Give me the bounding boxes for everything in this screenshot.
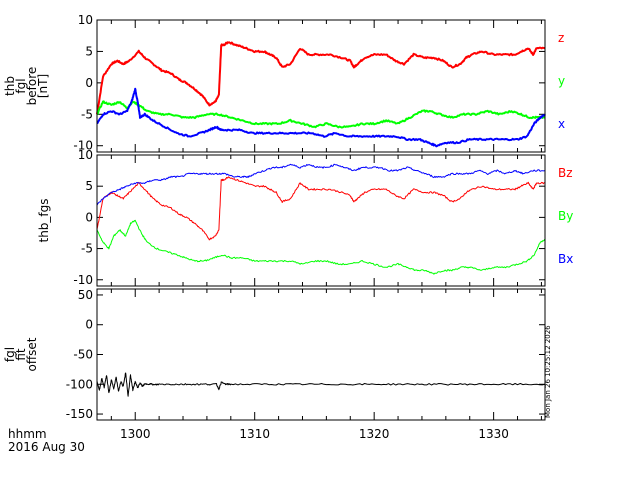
legend-y: y	[558, 74, 565, 88]
y-tick-label: -5	[81, 242, 93, 256]
series-offset-line	[96, 372, 546, 397]
legend-By: By	[558, 209, 573, 223]
y-axis-label: [nT]	[36, 74, 50, 98]
series-y-line	[96, 100, 546, 129]
y-axis-label: offset	[25, 337, 39, 371]
legend-x: x	[558, 117, 565, 131]
x-tick-label: 1330	[478, 427, 509, 441]
series-Bz-line	[96, 176, 546, 241]
panel-3: 50 0 -50 -100 -150 1300 1310 1320 1330 fglfitoffs…	[3, 288, 546, 441]
y-tick-label: -100	[66, 377, 93, 391]
y-axis-label: fgl	[14, 78, 28, 93]
series-x-line	[96, 87, 546, 148]
date-label: 2016 Aug 30	[8, 440, 85, 454]
y-tick-label: -150	[66, 407, 93, 421]
panels: 1050-5-10zyxthbfglbefore[nT]1050-5-10BzB…	[3, 13, 573, 441]
y-axis-label: thb_fgs	[37, 198, 51, 242]
y-tick-label: 5	[85, 179, 93, 193]
panel-frame	[96, 288, 546, 421]
y-tick-label: 0	[85, 318, 93, 332]
y-tick-label: 0	[85, 76, 93, 90]
legend-z: z	[558, 31, 564, 45]
y-axis-label: fit	[14, 348, 28, 361]
series-z-line	[96, 41, 546, 115]
y-axis-label: before	[25, 67, 39, 106]
y-tick-label: 10	[78, 13, 93, 27]
y-tick-label: -10	[73, 273, 93, 287]
y-tick-label: -10	[73, 139, 93, 153]
legend-Bx: Bx	[558, 252, 573, 266]
series-Bx-line	[96, 163, 546, 206]
y-tick-label: -50	[73, 348, 93, 362]
x-axis-unit-label: hhmm	[8, 427, 47, 441]
y-tick-label: 10	[78, 148, 93, 162]
panel-2: 10 5 0 -5 -10 Bz By Bx thb_fgs	[37, 148, 573, 287]
y-axis-label: fgl	[3, 347, 17, 362]
legend-Bz: Bz	[558, 166, 573, 180]
x-tick-label: 1310	[239, 427, 270, 441]
series-By-line	[96, 219, 546, 275]
y-tick-label: 0	[85, 210, 93, 224]
panel-frame	[96, 19, 546, 153]
x-tick-label: 1320	[359, 427, 390, 441]
creation-timestamp: Mon Jan 26 10:25:12 2026	[544, 325, 552, 418]
x-tick-label: 1300	[120, 427, 151, 441]
y-tick-label: -5	[81, 107, 93, 121]
y-tick-label: 5	[85, 44, 93, 58]
panel-frame	[96, 154, 546, 287]
y-tick-label: 50	[78, 288, 93, 302]
y-axis-label: thb	[3, 76, 17, 96]
